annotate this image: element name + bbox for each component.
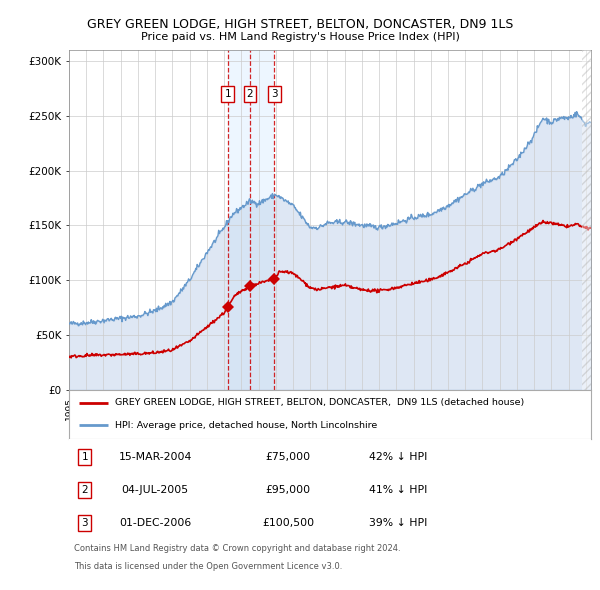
Text: 3: 3 [271, 89, 278, 99]
Text: 15-MAR-2004: 15-MAR-2004 [118, 452, 192, 462]
Text: 1: 1 [82, 452, 88, 462]
Text: £100,500: £100,500 [262, 518, 314, 528]
Text: £95,000: £95,000 [266, 485, 311, 495]
Text: £75,000: £75,000 [266, 452, 311, 462]
Text: This data is licensed under the Open Government Licence v3.0.: This data is licensed under the Open Gov… [74, 562, 343, 571]
Text: 2: 2 [82, 485, 88, 495]
Text: 3: 3 [82, 518, 88, 528]
Text: Contains HM Land Registry data © Crown copyright and database right 2024.: Contains HM Land Registry data © Crown c… [74, 545, 401, 553]
Bar [227, 50, 274, 389]
Text: 04-JUL-2005: 04-JUL-2005 [122, 485, 188, 495]
Text: 1: 1 [224, 89, 231, 99]
Text: 39% ↓ HPI: 39% ↓ HPI [368, 518, 427, 528]
Text: 42% ↓ HPI: 42% ↓ HPI [368, 452, 427, 462]
Text: 01-DEC-2006: 01-DEC-2006 [119, 518, 191, 528]
Text: 2: 2 [247, 89, 253, 99]
Text: GREY GREEN LODGE, HIGH STREET, BELTON, DONCASTER, DN9 1LS: GREY GREEN LODGE, HIGH STREET, BELTON, D… [87, 18, 513, 31]
Text: Price paid vs. HM Land Registry's House Price Index (HPI): Price paid vs. HM Land Registry's House … [140, 32, 460, 42]
Text: GREY GREEN LODGE, HIGH STREET, BELTON, DONCASTER,  DN9 1LS (detached house): GREY GREEN LODGE, HIGH STREET, BELTON, D… [115, 398, 524, 407]
Text: 41% ↓ HPI: 41% ↓ HPI [368, 485, 427, 495]
Text: HPI: Average price, detached house, North Lincolnshire: HPI: Average price, detached house, Nort… [115, 421, 377, 430]
